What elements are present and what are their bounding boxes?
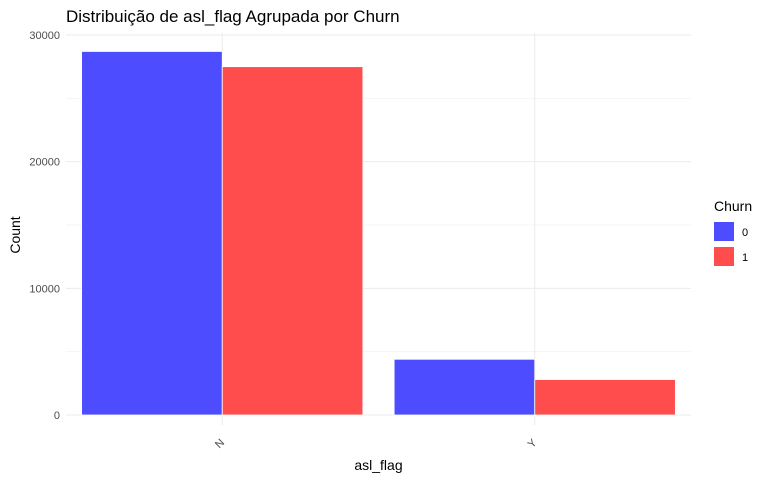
bar-Y-churn-1 <box>534 379 676 416</box>
legend: Churn 01 <box>714 198 752 266</box>
legend-items: 01 <box>714 222 748 266</box>
bars <box>81 51 676 416</box>
x-tick-label: Y <box>526 437 540 451</box>
x-axis-title: asl_flag <box>354 457 402 473</box>
y-tick-label: 30000 <box>29 30 60 42</box>
y-tick-label: 20000 <box>29 157 60 169</box>
legend-key-0 <box>714 222 734 241</box>
bar-N-churn-0 <box>81 51 223 416</box>
y-axis-title: Count <box>7 216 23 253</box>
y-tick-label: 0 <box>54 410 60 422</box>
bar-Y-churn-0 <box>393 358 536 416</box>
bar-N-churn-1 <box>221 66 364 416</box>
y-tick-label: 10000 <box>29 283 60 295</box>
x-tick-label: N <box>213 437 227 451</box>
y-axis-ticks: 0 10000 20000 30000 <box>29 30 60 422</box>
legend-key-1 <box>714 247 734 266</box>
legend-label-0: 0 <box>742 227 748 239</box>
legend-label-1: 1 <box>742 252 748 264</box>
chart-title: Distribuição de asl_flag Agrupada por Ch… <box>66 7 400 26</box>
legend-title: Churn <box>714 198 752 214</box>
